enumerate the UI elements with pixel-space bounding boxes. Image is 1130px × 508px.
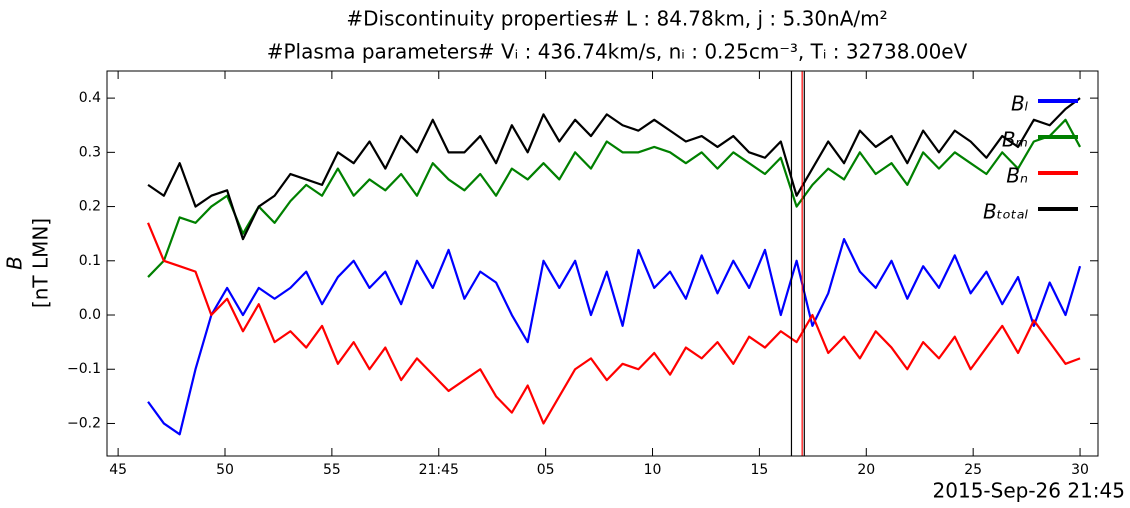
x-tick-label: 20 bbox=[857, 462, 875, 478]
x-tick-label: 21:45 bbox=[419, 462, 459, 478]
series-line bbox=[147, 97, 1081, 241]
x-tick-label: 45 bbox=[109, 462, 127, 478]
y-tick-label: 0.2 bbox=[79, 199, 101, 215]
y-axis-label: [nT LMN] bbox=[29, 218, 53, 308]
x-tick-label: 50 bbox=[216, 462, 234, 478]
x-tick-label: 25 bbox=[964, 462, 982, 478]
legend-label: Bₘ bbox=[1002, 128, 1028, 152]
series-line bbox=[147, 118, 1082, 278]
x-tick-label: 05 bbox=[537, 462, 555, 478]
y-tick-label: 0.4 bbox=[79, 90, 101, 106]
y-tick-label: −0.1 bbox=[67, 361, 101, 377]
plot-frame bbox=[106, 70, 1099, 457]
chart-title: #Plasma parameters# Vᵢ : 436.74km/s, nᵢ … bbox=[267, 40, 968, 64]
x-tick-label: 15 bbox=[750, 462, 768, 478]
chart-title: #Discontinuity properties# L : 84.78km, … bbox=[346, 7, 887, 31]
x-axis-label: 2015-Sep-26 21:45 bbox=[933, 479, 1125, 503]
y-tick-label: −0.2 bbox=[67, 415, 101, 431]
legend-label: Bₗ bbox=[1011, 92, 1029, 116]
y-tick-label: 0.3 bbox=[79, 144, 101, 160]
series-line bbox=[147, 238, 1082, 436]
y-axis-label: B bbox=[3, 256, 27, 270]
legend-label: Bₙ bbox=[1006, 164, 1028, 188]
x-tick-label: 30 bbox=[1071, 462, 1089, 478]
legend-label: Bₜₒₜₐₗ bbox=[983, 200, 1029, 224]
x-tick-label: 10 bbox=[644, 462, 662, 478]
y-tick-label: 0.1 bbox=[79, 253, 101, 269]
series-line bbox=[147, 222, 1081, 425]
x-tick-label: 55 bbox=[323, 462, 341, 478]
y-tick-label: 0.0 bbox=[79, 307, 101, 323]
